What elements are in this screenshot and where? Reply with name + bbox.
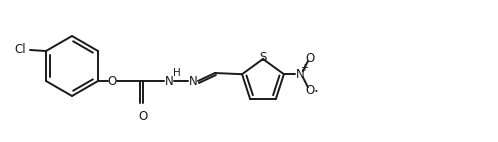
Text: N: N (165, 75, 173, 87)
Text: O: O (108, 75, 117, 87)
Text: S: S (259, 51, 266, 63)
Text: O: O (305, 52, 315, 65)
Text: O: O (138, 110, 147, 123)
Text: Cl: Cl (14, 42, 26, 56)
Text: N: N (189, 75, 197, 87)
Text: O: O (305, 84, 315, 97)
Text: ·: · (313, 85, 318, 100)
Text: +: + (300, 63, 308, 73)
Text: N: N (295, 68, 304, 81)
Text: H: H (173, 68, 181, 78)
